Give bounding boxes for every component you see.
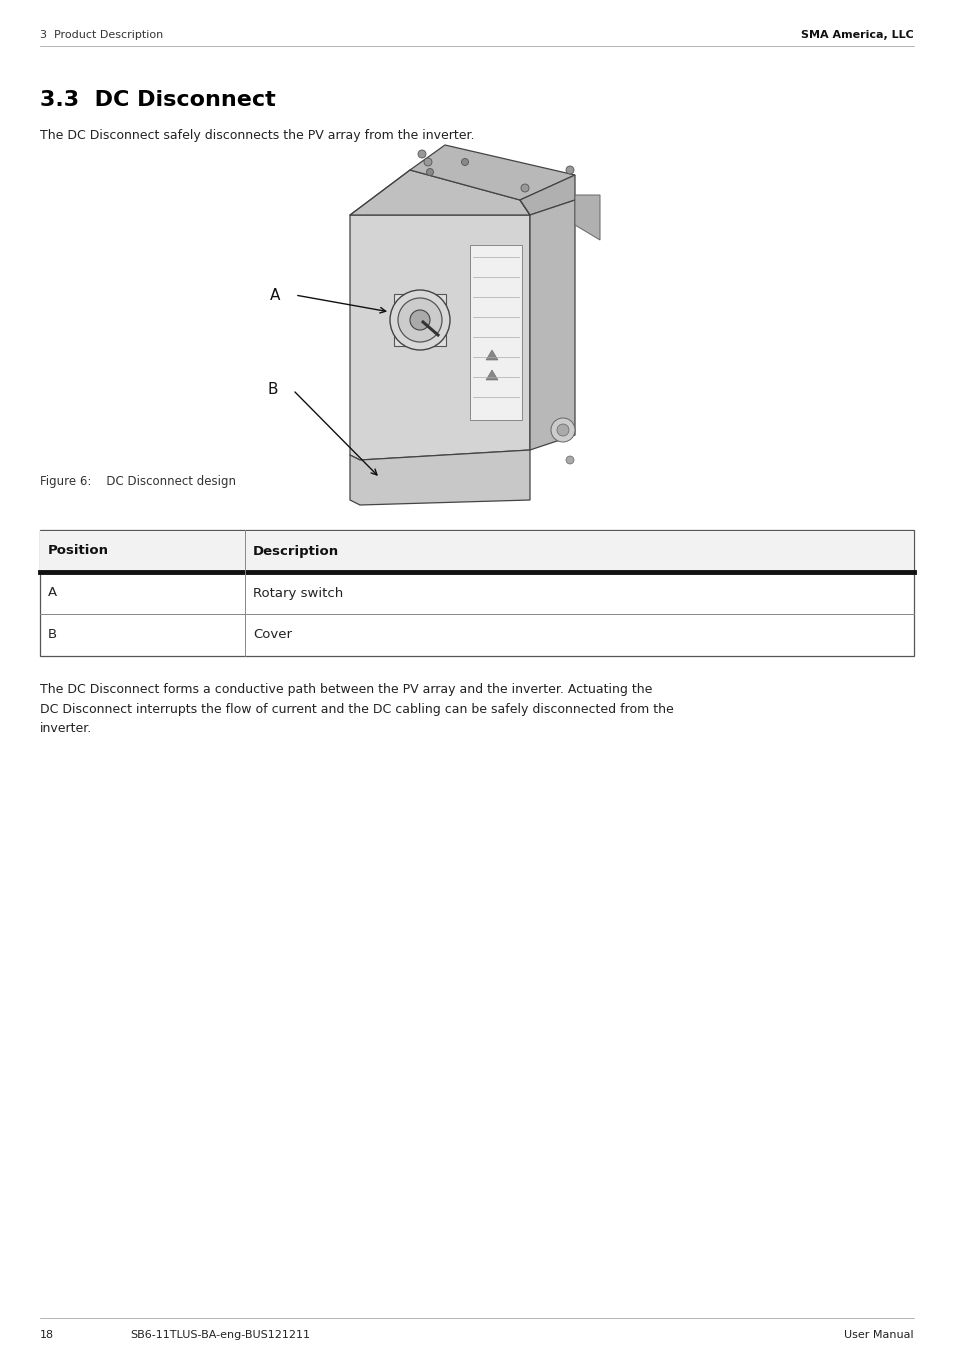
Text: Description: Description (253, 545, 338, 557)
Polygon shape (575, 195, 599, 241)
Polygon shape (519, 174, 575, 215)
Circle shape (461, 158, 468, 165)
Circle shape (426, 169, 433, 176)
Polygon shape (530, 200, 575, 450)
Text: inverter.: inverter. (40, 722, 92, 734)
Text: SB6-11TLUS-BA-eng-BUS121211: SB6-11TLUS-BA-eng-BUS121211 (130, 1330, 310, 1340)
Text: B: B (267, 383, 277, 397)
Polygon shape (410, 145, 575, 200)
Bar (40, 530, 913, 656)
Polygon shape (485, 350, 497, 360)
Text: B: B (48, 629, 57, 641)
Circle shape (557, 425, 568, 435)
Circle shape (410, 310, 430, 330)
Text: 3  Product Description: 3 Product Description (40, 30, 163, 41)
Text: 3.3  DC Disconnect: 3.3 DC Disconnect (40, 91, 275, 110)
Polygon shape (350, 215, 530, 460)
Text: User Manual: User Manual (843, 1330, 913, 1340)
Circle shape (390, 289, 450, 350)
Text: The DC Disconnect safely disconnects the PV array from the inverter.: The DC Disconnect safely disconnects the… (40, 128, 474, 142)
Text: DC Disconnect interrupts the flow of current and the DC cabling can be safely di: DC Disconnect interrupts the flow of cur… (40, 703, 673, 715)
Circle shape (423, 158, 432, 166)
Text: Figure 6:    DC Disconnect design: Figure 6: DC Disconnect design (40, 476, 235, 488)
Bar (394, 293, 446, 346)
Text: A: A (270, 288, 280, 303)
Circle shape (520, 184, 529, 192)
Text: 18: 18 (40, 1330, 54, 1340)
Circle shape (565, 166, 574, 174)
Bar (40, 530, 913, 572)
Polygon shape (350, 450, 530, 506)
Text: Position: Position (48, 545, 109, 557)
Polygon shape (350, 170, 530, 215)
Text: SMA America, LLC: SMA America, LLC (801, 30, 913, 41)
Circle shape (397, 297, 441, 342)
Text: Rotary switch: Rotary switch (253, 587, 343, 599)
Bar (470, 245, 521, 420)
Text: Cover: Cover (253, 629, 292, 641)
Text: The DC Disconnect forms a conductive path between the PV array and the inverter.: The DC Disconnect forms a conductive pat… (40, 684, 652, 696)
Circle shape (551, 418, 575, 442)
Polygon shape (485, 370, 497, 380)
Circle shape (565, 456, 574, 464)
Circle shape (417, 150, 426, 158)
Text: A: A (48, 587, 57, 599)
